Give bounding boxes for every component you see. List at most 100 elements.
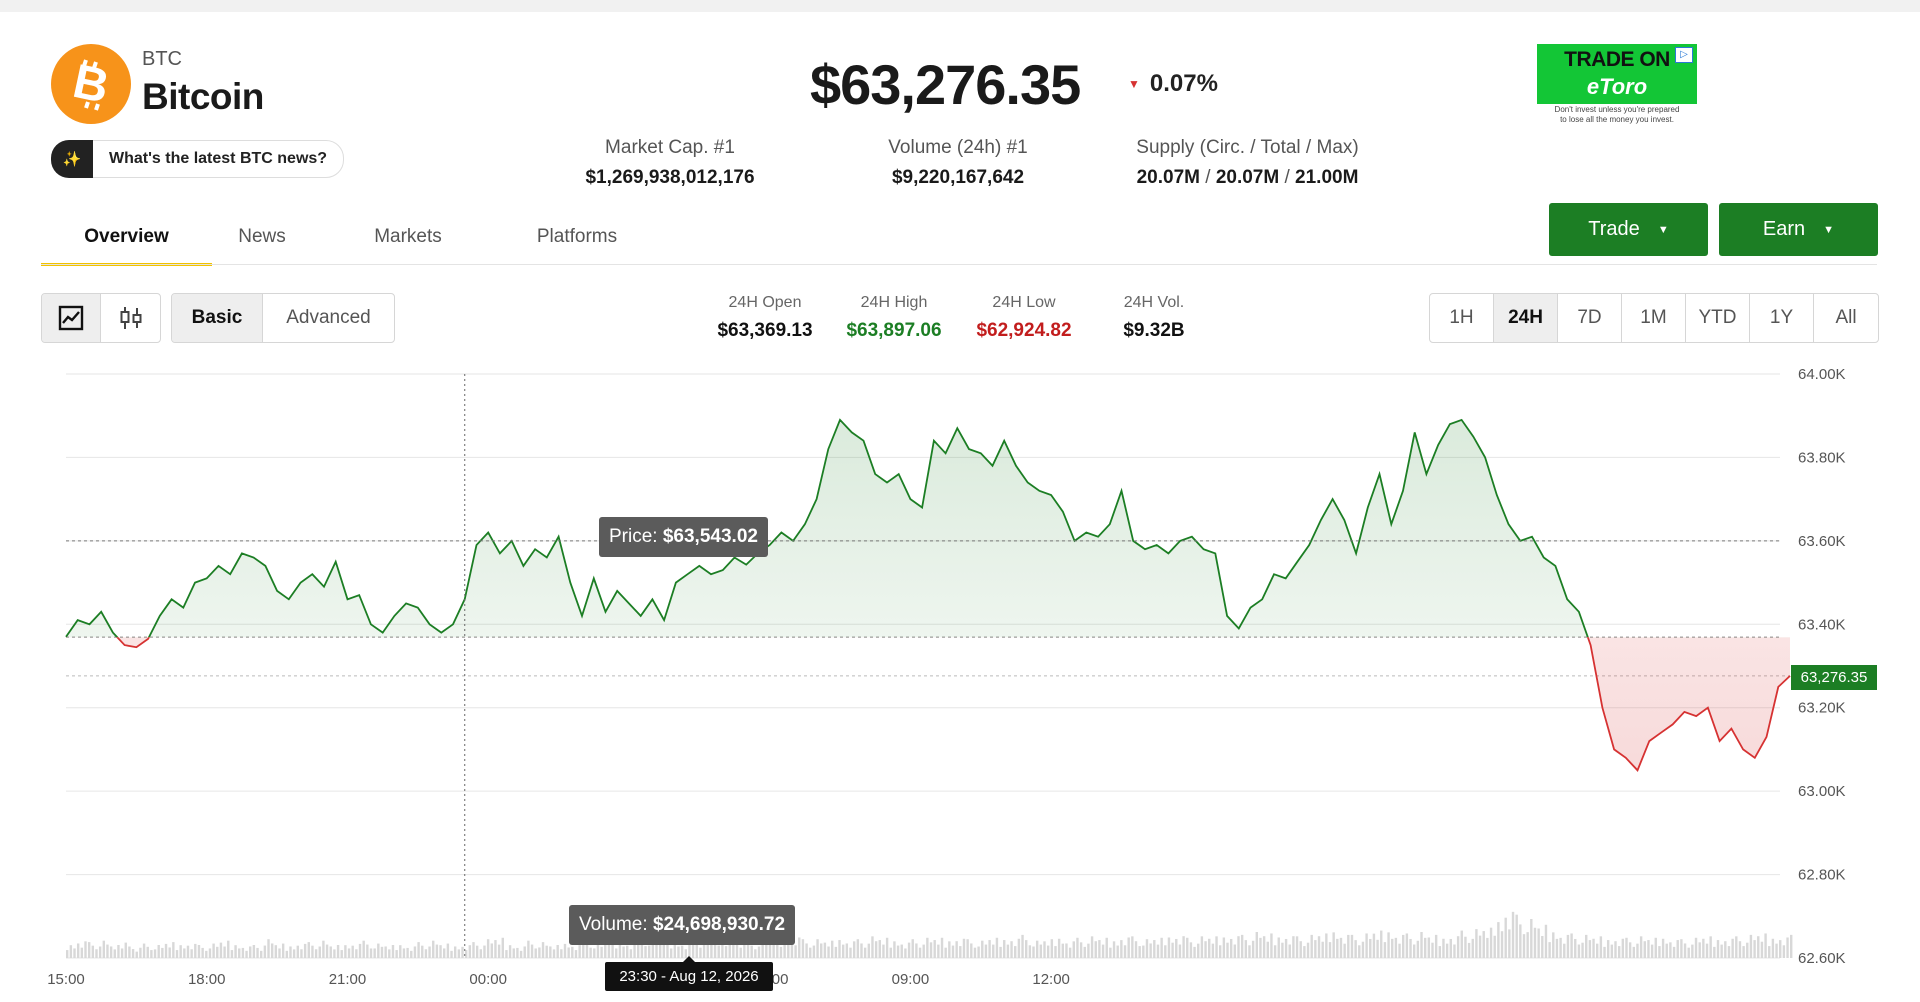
- volume-bar: [212, 943, 215, 958]
- volume-bar: [84, 941, 87, 958]
- volume-bar: [380, 946, 384, 958]
- volume-bar: [966, 939, 969, 958]
- volume-bar: [918, 947, 922, 958]
- volume-bar: [820, 943, 823, 958]
- volume-bar: [582, 939, 585, 958]
- volume-bar: [717, 945, 720, 958]
- volume-stat: Volume (24h) #1 $9,220,167,642: [858, 137, 1058, 189]
- line-chart-button[interactable]: [42, 294, 100, 342]
- volume-bar: [1438, 946, 1442, 958]
- volume-bar: [1760, 941, 1764, 958]
- volume-bar: [607, 944, 611, 958]
- earn-button[interactable]: Earn ▼: [1719, 203, 1878, 256]
- volume-bar: [541, 942, 545, 958]
- latest-news-button[interactable]: ✨ What's the latest BTC news?: [51, 139, 345, 178]
- volume-bar: [1057, 938, 1061, 958]
- advanced-mode-button[interactable]: Advanced: [262, 294, 394, 342]
- volume-bar: [303, 943, 307, 958]
- volume-bar: [109, 946, 113, 958]
- volume-bar: [750, 945, 753, 958]
- tab-platforms[interactable]: Platforms: [536, 226, 618, 247]
- volume-bar: [1178, 944, 1182, 958]
- volume-bar: [669, 948, 673, 958]
- volume-bar: [1087, 943, 1090, 958]
- volume-bar: [347, 948, 351, 958]
- volume-bar: [790, 940, 794, 958]
- volume-bar: [754, 949, 757, 958]
- volume-bar: [1449, 938, 1452, 958]
- volume-bar: [907, 942, 911, 958]
- volume-bar: [955, 941, 958, 958]
- time-range-selector: 1H 24H 7D 1M YTD 1Y All: [1429, 293, 1879, 343]
- volume-bar: [1742, 946, 1745, 958]
- price-line-up: [65, 418, 1589, 638]
- volume-bar: [1350, 934, 1354, 958]
- tab-news[interactable]: News: [238, 226, 286, 247]
- range-1m-button[interactable]: 1M: [1621, 294, 1685, 342]
- volume-bar: [1028, 945, 1032, 958]
- volume-bar: [1061, 943, 1065, 958]
- tab-overview[interactable]: Overview: [41, 212, 212, 266]
- volume-bar: [761, 940, 764, 958]
- volume-bar: [494, 940, 497, 958]
- volume-bar: [937, 944, 940, 958]
- volume-bar: [841, 944, 845, 958]
- high-label: 24H High: [860, 294, 928, 311]
- price-tooltip-value: $63,543.02: [662, 526, 758, 547]
- basic-mode-button[interactable]: Basic: [172, 294, 262, 342]
- volume-bar: [1606, 940, 1610, 958]
- volume-bar: [779, 946, 783, 958]
- volume-bar: [1456, 936, 1460, 958]
- svg-text:B: B: [68, 55, 113, 114]
- x-tick-label: 15:00: [47, 971, 85, 988]
- etoro-ad[interactable]: TRADE ON eToro ▷ Don't invest unless you…: [1537, 44, 1697, 124]
- volume-bar: [922, 944, 925, 958]
- open-stat: 24H Open $63,369.13: [700, 294, 830, 342]
- low-stat: 24H Low $62,924.82: [959, 294, 1089, 342]
- volume-bar: [457, 949, 461, 958]
- volume-bar: [831, 940, 834, 958]
- y-tick-label: 62.60K: [1798, 950, 1846, 967]
- volume-bar: [1251, 940, 1255, 958]
- volume-bar: [1270, 933, 1273, 958]
- ad-brand: eToro: [1586, 74, 1648, 99]
- range-7d-button[interactable]: 7D: [1557, 294, 1621, 342]
- volume-bar: [333, 949, 336, 958]
- ad-choices-icon[interactable]: ▷: [1675, 47, 1693, 63]
- volume-bar: [1167, 937, 1171, 958]
- tab-markets[interactable]: Markets: [374, 226, 442, 247]
- range-24h-button[interactable]: 24H: [1493, 294, 1557, 342]
- volume-bar: [673, 942, 677, 958]
- volume-bar: [593, 948, 596, 958]
- volume-bar: [915, 943, 918, 958]
- volume-bar: [102, 940, 106, 958]
- range-all-button[interactable]: All: [1813, 294, 1878, 342]
- volume-bar: [1775, 943, 1778, 958]
- volume-bar: [1277, 937, 1280, 958]
- volume-bar: [1021, 934, 1024, 958]
- crosshair: [66, 374, 1780, 958]
- volume-bar: [329, 946, 332, 958]
- volume-bar: [87, 942, 91, 958]
- volume-bar: [1676, 940, 1679, 958]
- price-chart[interactable]: 64.00K 63.80K 63.60K 63.40K 63.20K 63.00K 62.8…: [0, 360, 1920, 1002]
- volume-bar: [1467, 942, 1471, 958]
- volume-bar: [1592, 938, 1595, 958]
- volume-bar: [1727, 946, 1731, 958]
- trade-button[interactable]: Trade ▼: [1549, 203, 1708, 256]
- section-tabs: Overview News Markets Platforms: [41, 212, 650, 266]
- volume-bar: [259, 950, 263, 958]
- volume-bar: [1365, 933, 1368, 958]
- volume-bar: [948, 941, 951, 958]
- range-1h-button[interactable]: 1H: [1449, 307, 1474, 328]
- volume-bar: [1577, 944, 1581, 958]
- range-1y-button[interactable]: 1Y: [1749, 294, 1813, 342]
- volume-bar: [1262, 936, 1266, 958]
- ad-headline: TRADE ON: [1564, 48, 1670, 71]
- range-ytd-button[interactable]: YTD: [1685, 294, 1749, 342]
- volume-bar: [150, 950, 153, 958]
- volume-bar: [1665, 943, 1668, 958]
- crosshair-time-label: 23:30 - Aug 12, 2026: [605, 956, 773, 991]
- volume-bar: [1354, 940, 1357, 958]
- candlestick-button[interactable]: [100, 294, 160, 342]
